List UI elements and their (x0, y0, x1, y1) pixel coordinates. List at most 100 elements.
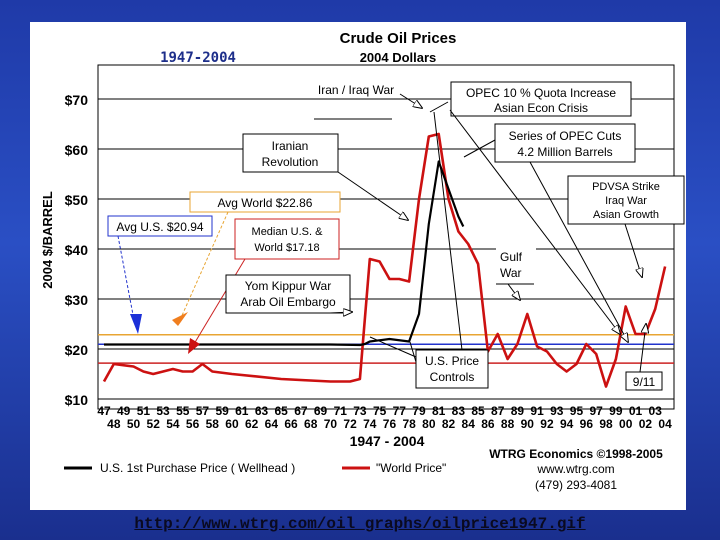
annotation-opec-cuts: Series of OPEC Cuts 4.2 Million Barrels (463, 123, 636, 342)
x-tick-label: 67 (294, 404, 308, 418)
x-tick-label: 82 (442, 417, 456, 431)
y-tick-labels: $10 $20 $30 $40 $50 $60 $70 (65, 92, 89, 408)
annotation-gulf-war: Gulf War (496, 247, 536, 300)
avg-world-box (189, 191, 341, 213)
x-tick-label: 85 (471, 404, 485, 418)
chart-title: Crude Oil Prices (340, 30, 457, 47)
y-tick-label: $50 (65, 192, 89, 208)
iran-iraq-war-arrow (399, 93, 422, 108)
period-label: 1947-2004 (160, 50, 236, 66)
y-tick-label: $60 (65, 142, 89, 158)
source-link[interactable]: http://www.wtrg.com/oil_graphs/oilprice1… (134, 515, 586, 533)
gulf-war-label-1: Gulf (500, 250, 523, 264)
x-tick-label: 91 (530, 404, 544, 418)
yom-kippur-label-2: Arab Oil Embargo (240, 295, 336, 309)
pdvsa-label-2: Iraq War (605, 195, 647, 207)
iranian-revolution-label-1: Iranian (272, 139, 309, 153)
credits-line-3: (479) 293-4081 (535, 478, 617, 492)
avg-us-label: Avg U.S. $20.94 (116, 220, 203, 234)
plot-frame (97, 64, 675, 410)
x-tick-label: 02 (639, 417, 653, 431)
x-tick-label: 56 (186, 417, 200, 431)
x-tick-label: 92 (540, 417, 554, 431)
credits-line-2: www.wtrg.com (536, 462, 614, 476)
median-label-2: World $17.18 (254, 242, 319, 254)
x-tick-label: 55 (176, 404, 190, 418)
x-axis-label: 1947 - 2004 (350, 433, 425, 449)
avg-world-arrowhead (172, 312, 188, 326)
x-tick-label: 83 (452, 404, 466, 418)
y-tick-label: $10 (65, 392, 89, 408)
chart-svg: $10 $20 $30 $40 $50 $60 $70 47 49 51 53 55 57 59 61 63… (40, 30, 685, 492)
x-tick-label: 61 (235, 404, 249, 418)
y-tick-label: $20 (65, 342, 89, 358)
avg-us-arrowhead (130, 314, 142, 334)
us-price-controls-line-3 (409, 341, 417, 363)
pdvsa-label-1: PDVSA Strike (592, 181, 660, 193)
x-tick-label: 00 (619, 417, 633, 431)
opec-cuts-label-1: Series of OPEC Cuts (509, 129, 622, 143)
x-tick-label: 68 (304, 417, 318, 431)
y-axis-label: 2004 $/BARREL (40, 191, 55, 289)
x-tick-label: 69 (314, 404, 328, 418)
annotation-avg-world: Avg World $22.86 (172, 191, 341, 326)
x-tick-label: 78 (402, 417, 416, 431)
x-tick-label: 65 (275, 404, 289, 418)
annotation-iran-iraq-war: Iran / Iraq War (314, 83, 422, 120)
credits: WTRG Economics ©1998-2005 www.wtrg.com (… (489, 447, 663, 492)
avg-us-arrow-line (117, 235, 135, 321)
x-tick-label: 72 (343, 417, 357, 431)
x-tick-label: 50 (127, 417, 141, 431)
gulf-war-label-2: War (500, 266, 522, 280)
opec-cuts-arrow-1 (529, 161, 628, 342)
chart-subtitle: 2004 Dollars (360, 50, 437, 65)
x-tick-label: 89 (511, 404, 525, 418)
legend-label-us: U.S. 1st Purchase Price ( Wellhead ) (100, 461, 295, 475)
gulf-war-box (496, 247, 536, 283)
iranian-revolution-arrow (337, 171, 408, 220)
annotation-9-11: 9/11 (625, 324, 663, 391)
median-arrowhead (188, 338, 200, 354)
us-price-controls-box (415, 349, 489, 389)
annotation-pdvsa: PDVSA Strike Iraq War Asian Growth (567, 175, 685, 277)
x-tick-label: 48 (107, 417, 121, 431)
x-tick-label: 99 (609, 404, 623, 418)
x-tick-label: 52 (147, 417, 161, 431)
series-group (102, 132, 667, 388)
x-tick-labels: 47 49 51 53 55 57 59 61 63 65 67 69 71 73 75 77 79 81 83 85… (97, 404, 672, 431)
iranian-revolution-box (242, 133, 339, 173)
x-tick-label: 62 (245, 417, 259, 431)
annotation-us-price-controls: U.S. Price Controls (369, 111, 489, 389)
x-tick-label: 04 (658, 417, 672, 431)
opec-cuts-label-2: 4.2 Million Barrels (517, 145, 612, 159)
x-tick-label: 80 (422, 417, 436, 431)
y-tick-label: $30 (65, 292, 89, 308)
x-tick-label: 66 (284, 417, 298, 431)
pdvsa-label-3: Asian Growth (593, 209, 659, 221)
opec-quota-box (450, 81, 632, 117)
median-label-1: Median U.S. & (252, 226, 324, 238)
x-tick-label: 64 (265, 417, 279, 431)
yom-kippur-label-1: Yom Kippur War (245, 279, 331, 293)
x-tick-label: 60 (225, 417, 239, 431)
x-tick-label: 75 (373, 404, 387, 418)
x-tick-label: 54 (166, 417, 180, 431)
annotation-opec-quota: OPEC 10 % Quota Increase Asian Econ Cris… (429, 81, 632, 334)
us-price-controls-line-1 (433, 111, 463, 351)
iranian-revolution-label-2: Revolution (262, 155, 319, 169)
x-tick-label: 77 (393, 404, 407, 418)
x-tick-label: 01 (629, 404, 643, 418)
opec-quota-label-2: Asian Econ Crisis (494, 101, 588, 115)
x-tick-label: 58 (206, 417, 220, 431)
median-arrow-line (193, 258, 246, 345)
annotation-yom-kippur: Yom Kippur War Arab Oil Embargo (225, 274, 352, 313)
x-tick-label: 87 (491, 404, 505, 418)
iran-iraq-war-label-1: Iran / Iraq War (318, 83, 394, 97)
x-tick-label: 90 (521, 417, 535, 431)
us-price-controls-label-1: U.S. Price (425, 354, 479, 368)
x-tick-label: 94 (560, 417, 574, 431)
x-tick-label: 93 (550, 404, 564, 418)
x-tick-label: 97 (589, 404, 603, 418)
x-tick-label: 47 (97, 404, 111, 418)
series-line-world-price (102, 132, 667, 388)
